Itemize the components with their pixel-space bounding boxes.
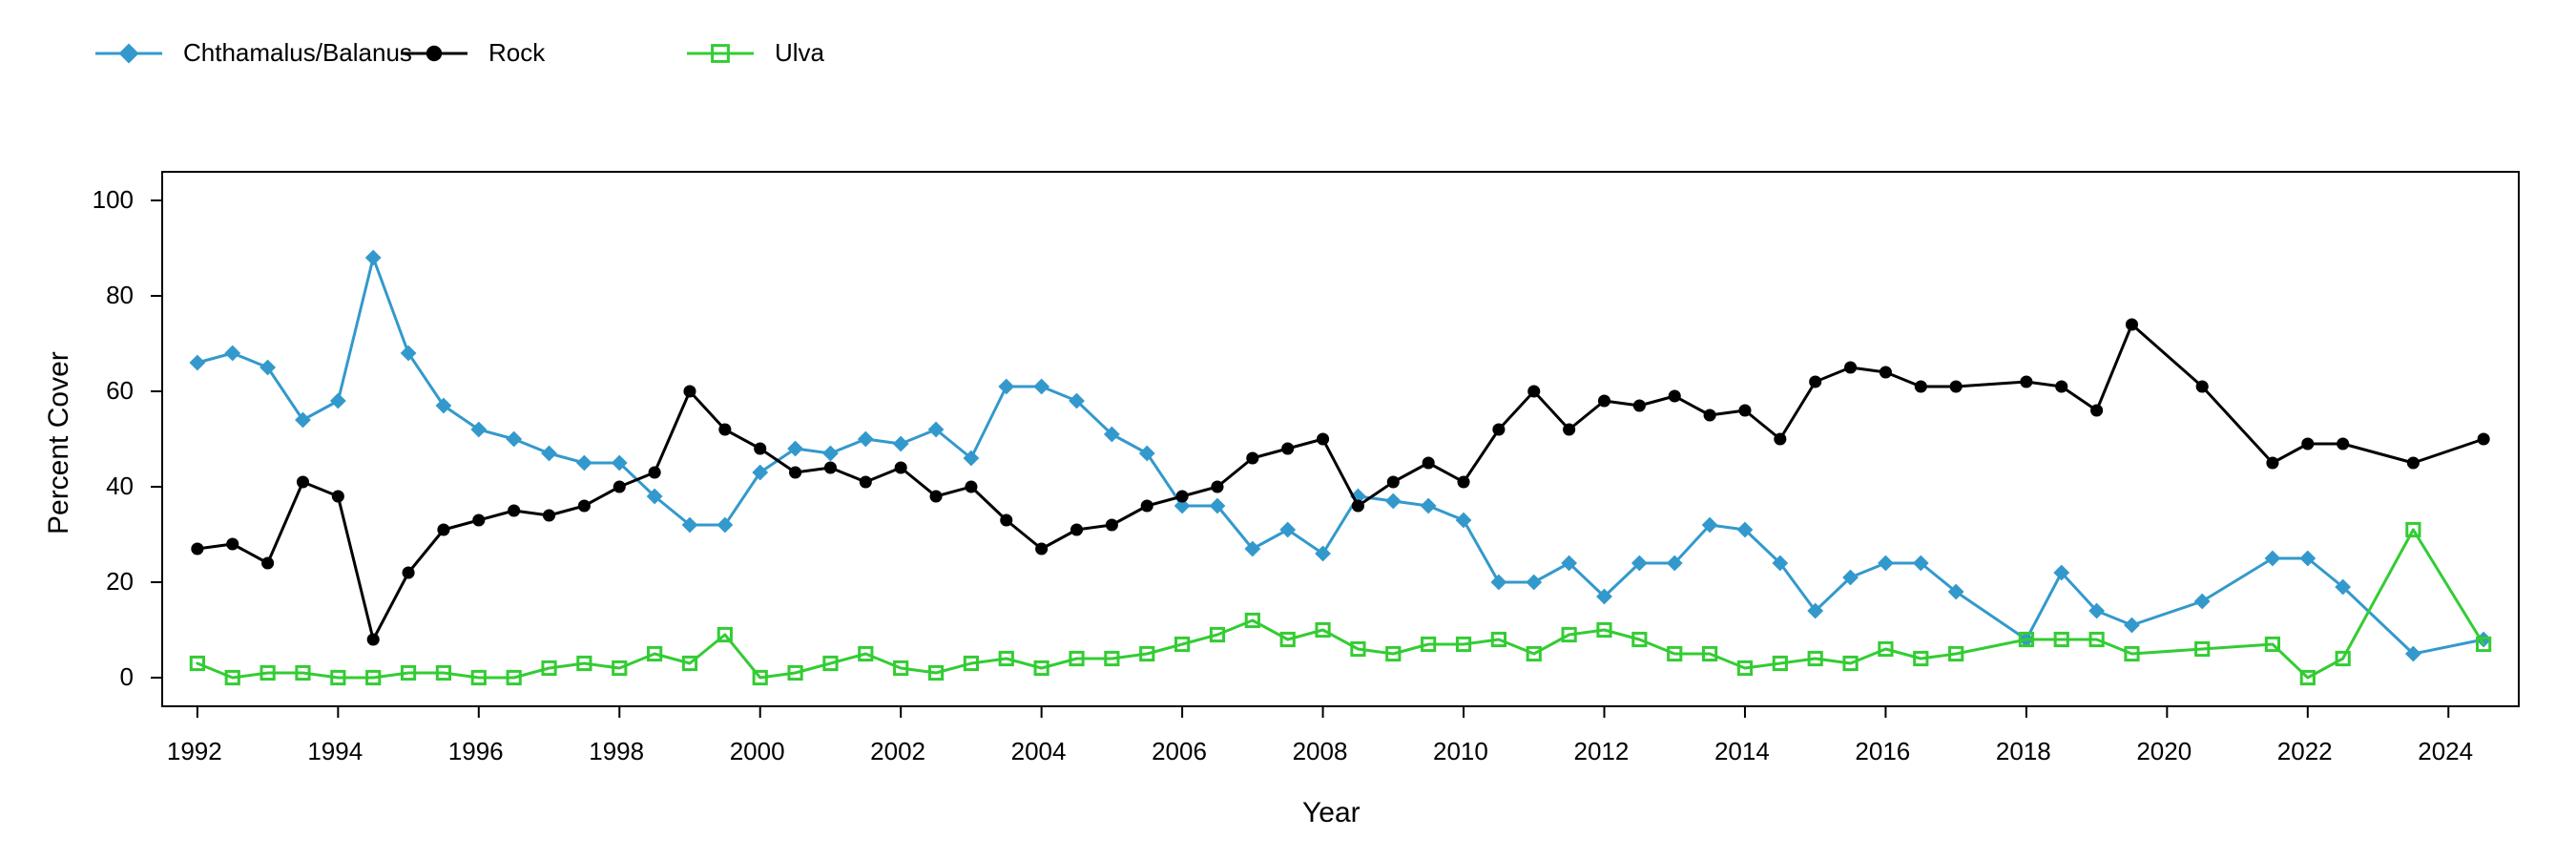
y-tick-label: 100: [85, 185, 134, 215]
x-tick-label: 1994: [307, 737, 363, 766]
x-tick-label: 1996: [448, 737, 504, 766]
y-tick-label: 20: [99, 567, 134, 597]
x-tick-label: 2010: [1433, 737, 1488, 766]
x-tick-label: 2008: [1293, 737, 1348, 766]
x-tick-label: 2002: [870, 737, 925, 766]
x-tick-label: 2000: [730, 737, 785, 766]
y-tick-label: 80: [99, 281, 134, 310]
plot-area: [0, 0, 2576, 859]
x-tick-label: 2004: [1011, 737, 1067, 766]
x-tick-label: 2018: [1996, 737, 2051, 766]
x-tick-label: 2006: [1152, 737, 1207, 766]
x-tick-label: 2024: [2418, 737, 2473, 766]
x-tick-label: 1992: [167, 737, 222, 766]
x-tick-label: 2014: [1714, 737, 1770, 766]
x-tick-label: 2020: [2136, 737, 2192, 766]
chart-wrapper: Chthamalus/Balanus Rock Ulva Percent Cov…: [0, 0, 2576, 859]
x-tick-label: 2016: [1855, 737, 1910, 766]
y-tick-label: 0: [114, 662, 134, 692]
x-tick-label: 2012: [1573, 737, 1629, 766]
x-tick-label: 1998: [589, 737, 644, 766]
y-tick-label: 40: [99, 471, 134, 501]
y-tick-label: 60: [99, 376, 134, 406]
x-tick-label: 2022: [2277, 737, 2333, 766]
